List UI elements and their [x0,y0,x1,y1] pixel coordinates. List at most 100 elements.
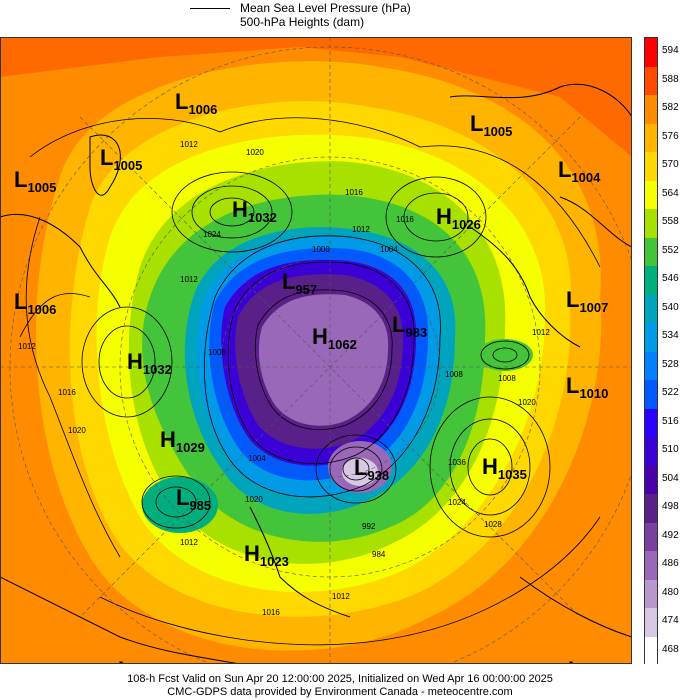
colorbar-label: 576 [662,130,679,142]
height-band-558-east [477,339,533,371]
isobar-label: 1012 [180,275,198,284]
colorbar-label: 552 [662,244,679,256]
graticule [0,37,632,664]
isobar-label: 1004 [248,454,266,463]
colorbar-swatch [645,66,657,96]
isobar-label: 1012 [180,538,198,547]
colorbar-swatch [645,237,657,267]
high-pressure-center: H1032 [127,349,172,377]
colorbar-swatch [645,522,657,552]
high-pressure-center: H1023 [244,541,289,569]
coastlines [0,83,632,664]
colorbar-swatch [645,380,657,409]
colorbar-label: 504 [662,472,679,484]
colorbar-label: 582 [662,102,679,114]
isobar-label: 984 [372,550,386,559]
isobar-label: 1028 [484,520,502,529]
low-pressure-center: L1005 [470,111,512,139]
legend-heights: 500-hPa Heights (dam) [190,15,364,29]
low-pressure-center: L957 [282,269,317,297]
isobar-label: 992 [362,522,376,531]
isobar-label: 1008 [445,370,463,379]
low-pressure-center: L1010 [566,373,608,401]
colorbar-swatch [645,608,657,637]
isobar-label: 1004 [380,245,398,254]
isobar-label: 1008 [498,374,516,383]
colorbar-label: 480 [662,586,679,598]
colorbar-swatch [645,123,657,153]
isobar-label: 1016 [58,388,76,397]
high-pressure-center: H1062 [312,324,357,352]
colorbar-label: 498 [662,501,679,513]
colorbar-label: 510 [662,444,679,456]
weather-map: 1012 1020 1016 1016 1012 1024 1000 1004 1012 1012… [0,37,632,664]
low-pressure-center: L1009 [118,657,160,664]
isobar-label: 1012 [352,225,370,234]
pressure-centers: L1006 L1005 L1005 L1006 H1032 H1026 L1005 L1004… [14,89,608,664]
data-credit: CMC-GDPS data provided by Environment Ca… [167,686,513,698]
colorbar-label: 534 [662,330,679,342]
high-pressure-center: H1029 [160,427,205,455]
low-pressure-center: L1004 [558,157,601,185]
colorbar-swatch [645,323,657,352]
colorbar-label: 516 [662,415,679,427]
colorbar [644,37,658,666]
colorbar-swatch [645,266,657,295]
colorbar-swatch [645,636,657,666]
isobar-label: 1020 [246,148,264,157]
isobar-labels: 1012 1020 1016 1016 1012 1024 1000 1004 1012 1012… [18,140,550,617]
colorbar-label: 570 [662,159,679,171]
isobar-label: 1024 [203,230,221,239]
isobar-label: 1024 [448,498,466,507]
colorbar-label: 528 [662,358,679,370]
isobar-label: 1012 [18,342,36,351]
isobar-label: 1008 [208,348,226,357]
low-pressure-center: L938 [354,455,389,483]
low-pressure-center: L1005 [14,167,56,195]
colorbar-label: 546 [662,273,679,285]
low-pressure-center: L1006 [175,89,217,117]
forecast-info: 108-h Fcst Valid on Sun Apr 20 12:00:00 … [127,673,553,685]
isobar-label: 1016 [262,608,280,617]
isobar-label: 1036 [448,458,466,467]
colorbar-swatch [645,579,657,609]
isobar-label: 1020 [68,426,86,435]
colorbar-swatch [645,351,657,381]
colorbar-swatch [645,294,657,324]
isobar-label: 1020 [518,398,536,407]
colorbar-label: 594 [662,45,679,57]
colorbar-label: 540 [662,301,679,313]
colorbar-label: 558 [662,216,679,228]
colorbar-swatch [645,209,657,238]
low-pressure-center: L983 [392,312,427,340]
legend: Mean Sea Level Pressure (hPa) 500-hPa He… [190,0,490,30]
colorbar-label: 588 [662,73,679,85]
legend-pressure-label: Mean Sea Level Pressure (hPa) [240,1,411,15]
high-pressure-center: H1032 [232,197,277,225]
colorbar-swatch [645,408,657,438]
contour-line-symbol [190,8,230,10]
colorbar-swatch [645,38,657,67]
colorbar-label: 468 [662,643,679,655]
low-pressure-center: L985 [176,485,211,513]
isobar-label: 1012 [532,328,550,337]
colorbar-label: 474 [662,615,679,627]
isobar-label: 1012 [180,140,198,149]
colorbar-label: 522 [662,387,679,399]
height-band-588 [0,37,632,157]
colorbar-label: 486 [662,558,679,570]
low-pressure-center: L1005 [100,145,142,173]
isobar-lines [19,117,601,646]
isobar-label: 1000 [312,245,330,254]
colorbar-swatch [645,465,657,495]
colorbar-swatch [645,180,657,210]
high-pressure-center: H1035 [482,454,527,482]
height-band-486 [258,294,389,426]
colorbar-swatch [645,95,657,124]
colorbar-swatch [645,152,657,181]
height-band-552-west [142,477,218,533]
colorbar-swatch [645,437,657,466]
isobar-label: 1016 [396,215,414,224]
colorbar-swatch [645,551,657,580]
low-pressure-center: L1006 [14,289,56,317]
